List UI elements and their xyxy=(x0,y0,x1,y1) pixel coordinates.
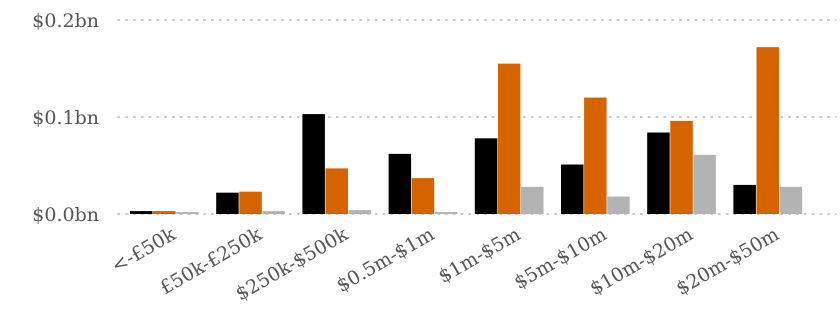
bar xyxy=(348,210,372,214)
x-axis-category-labels: <-£50k£50k-£250k$250k-$500k$0.5m-$1m$1m-… xyxy=(108,223,783,305)
bar xyxy=(733,184,756,214)
bar xyxy=(302,114,325,214)
bar xyxy=(607,196,630,214)
y-tick-label: $0.2bn xyxy=(32,10,99,32)
bar xyxy=(584,97,607,214)
bar xyxy=(779,186,803,214)
bar xyxy=(647,132,670,214)
x-category-label: $0.5m-$1m xyxy=(333,223,438,297)
bar xyxy=(176,212,199,214)
bar xyxy=(756,47,779,214)
bar xyxy=(153,211,176,214)
x-category-label: $1m-$5m xyxy=(435,223,525,287)
bar xyxy=(670,120,693,214)
bars xyxy=(130,47,803,215)
bar xyxy=(411,178,435,214)
bar xyxy=(130,211,153,214)
bar xyxy=(561,164,584,214)
bar xyxy=(693,154,716,214)
bar xyxy=(434,212,458,214)
bar xyxy=(262,211,285,214)
bar xyxy=(216,192,239,214)
bar xyxy=(474,138,498,214)
y-tick-label: $0.0bn xyxy=(32,204,99,226)
bar xyxy=(388,153,412,214)
bar xyxy=(497,63,521,215)
y-axis-tick-labels: $0.0bn $0.1bn $0.2bn xyxy=(32,10,99,226)
bar xyxy=(239,191,262,214)
x-category-label: <-£50k xyxy=(108,223,180,277)
bar xyxy=(521,186,544,214)
bar xyxy=(325,168,348,214)
y-tick-label: $0.1bn xyxy=(32,107,99,129)
